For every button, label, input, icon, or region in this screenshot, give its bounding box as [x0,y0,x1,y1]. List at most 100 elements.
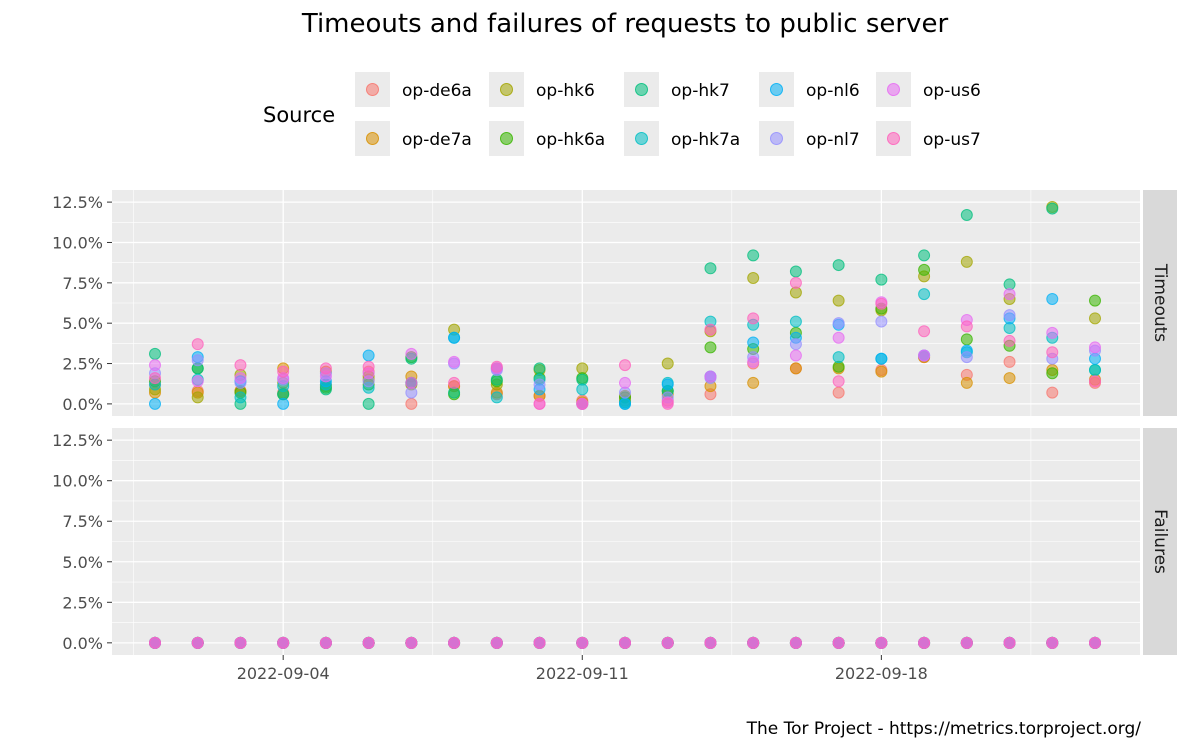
data-point [1046,636,1059,649]
data-point [1046,386,1059,399]
data-points [149,636,1101,649]
data-point [1046,346,1059,359]
data-point [149,397,161,410]
data-point [1003,288,1016,301]
data-point [619,376,631,389]
data-point [960,320,973,333]
data-point [619,397,631,410]
data-point [405,347,418,360]
y-tick-label: 7.5% [62,274,103,293]
legend-label: op-hk6a [536,130,605,150]
data-point [875,297,888,310]
data-point [277,365,290,378]
data-point [1003,636,1016,649]
data-point [789,265,802,278]
data-point [1003,355,1016,368]
data-point [619,636,631,649]
legend-title: Source [263,103,335,127]
data-point [832,351,845,364]
data-point [875,352,888,365]
chart-title: Timeouts and failures of requests to pub… [301,9,949,39]
panel-timeouts: 0.0% 2.5% 5.0% 7.5% 10.0% 12.5% Timeouts [52,190,1177,416]
data-point [1046,292,1059,305]
data-point [448,376,461,389]
data-point [918,349,931,362]
data-point [832,331,845,344]
y-tick-label: 12.5% [52,193,103,212]
data-point [960,333,973,346]
legend-key-marker [887,83,900,96]
legend-entry: op-nl6 [759,72,860,107]
data-point [234,636,247,649]
y-tick-label: 2.5% [62,593,103,612]
data-point [832,375,845,388]
chart-caption: The Tor Project - https://metrics.torpro… [746,719,1142,739]
data-point [191,338,204,351]
data-point [960,255,973,268]
data-point [1089,636,1101,649]
data-point [277,636,290,649]
legend-label: op-de7a [402,130,472,150]
data-point [448,636,461,649]
data-point [576,636,589,649]
data-point [789,338,802,351]
data-point [319,636,332,649]
data-point [234,372,247,385]
data-point [362,397,375,410]
data-point [832,259,845,272]
data-point [918,263,931,276]
data-point [234,391,247,404]
facet-strip-label: Failures [1150,509,1170,574]
legend-entry: op-hk7a [624,121,740,156]
legend-label: op-hk6 [536,81,595,101]
data-point [362,360,375,373]
legend-key-marker [366,132,379,145]
data-point [875,273,888,286]
data-point [704,262,717,275]
panel-failures: 0.0% 2.5% 5.0% 7.5% 10.0% 12.5% Failures [52,428,1177,655]
legend-key-marker [887,132,900,145]
legend: Source op-de6a op-de7a op-hk6 op-hk6a op-hk7… [263,72,981,156]
data-point [789,276,802,289]
data-point [149,636,161,649]
legend-key-marker [770,132,783,145]
data-point [661,357,674,370]
legend-key-marker [500,132,513,145]
legend-entry: op-de7a [355,121,472,156]
data-point [149,347,161,360]
data-point [362,349,375,362]
data-point [960,351,973,364]
data-point [1046,367,1059,380]
facet-strip-label: Timeouts [1150,263,1170,342]
panels: 0.0% 2.5% 5.0% 7.5% 10.0% 12.5% Timeouts 0.0% 2.… [52,190,1177,655]
legend-key-marker [635,132,648,145]
legend-entry: op-nl7 [759,121,860,156]
legend-label: op-us7 [923,130,981,150]
legend-entry: op-hk7 [624,72,730,107]
data-point [747,271,760,284]
data-point [875,315,888,328]
data-point [960,209,973,222]
data-point [1003,309,1016,322]
data-point [661,397,674,410]
data-point [576,397,589,410]
data-point [747,336,760,349]
y-tick-label: 2.5% [62,355,103,374]
data-point [1089,375,1101,388]
data-point [149,359,161,372]
data-point [191,391,204,404]
data-point [918,636,931,649]
x-axis: 2022-09-04 2022-09-11 2022-09-18 [237,655,928,683]
legend-label: op-hk7a [671,130,740,150]
legend-entry: op-us7 [876,121,981,156]
data-point [1003,372,1016,385]
legend-entry: op-us6 [876,72,981,107]
data-point [191,354,204,367]
legend-entry: op-hk6a [489,121,605,156]
y-tick-label: 5.0% [62,314,103,333]
legend-label: op-nl6 [806,81,860,101]
data-point [704,636,717,649]
data-point [1089,341,1101,354]
legend-key-marker [500,83,513,96]
data-point [704,323,717,336]
